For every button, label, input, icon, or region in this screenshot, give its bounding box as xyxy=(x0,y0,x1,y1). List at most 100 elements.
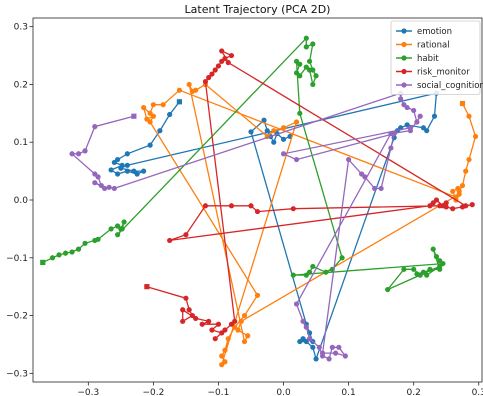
data-point xyxy=(157,128,163,134)
data-point xyxy=(401,266,407,272)
series-risk-monitor xyxy=(144,48,475,342)
data-point xyxy=(297,110,303,116)
data-point xyxy=(75,246,82,252)
data-point xyxy=(82,240,88,246)
data-point xyxy=(306,336,313,342)
data-point xyxy=(437,258,443,264)
data-point xyxy=(106,184,112,190)
data-point xyxy=(75,151,82,157)
x-tick-label: 0.0 xyxy=(276,388,291,396)
data-point xyxy=(241,312,248,319)
data-point xyxy=(414,119,420,125)
legend-marker xyxy=(401,41,407,48)
data-point xyxy=(254,208,261,215)
data-point xyxy=(319,350,326,356)
data-point xyxy=(206,74,212,81)
data-point xyxy=(147,142,153,148)
data-point xyxy=(56,252,62,258)
data-point xyxy=(469,202,475,208)
data-point xyxy=(183,295,189,301)
data-point xyxy=(209,327,215,333)
legend-marker xyxy=(401,55,407,61)
data-point xyxy=(346,156,352,163)
series-line xyxy=(109,92,438,362)
data-point xyxy=(450,206,456,212)
data-point xyxy=(437,203,443,209)
data-point xyxy=(313,73,319,79)
data-point xyxy=(121,219,127,225)
legend-item: social_cognition xyxy=(396,81,483,91)
data-point xyxy=(459,204,466,210)
data-point xyxy=(463,168,469,174)
legend-item: risk_monitor xyxy=(396,68,470,78)
data-point xyxy=(248,203,254,209)
data-point xyxy=(95,174,101,180)
data-point xyxy=(303,272,309,278)
data-point xyxy=(310,41,316,47)
series-emotion xyxy=(108,90,440,362)
data-point xyxy=(108,226,114,232)
data-point xyxy=(466,156,472,163)
start-marker xyxy=(131,113,137,119)
data-point xyxy=(219,353,225,359)
y-tick-label: −0.2 xyxy=(6,312,28,322)
data-point xyxy=(310,263,316,270)
data-point xyxy=(193,315,199,322)
data-point xyxy=(69,249,75,255)
data-point xyxy=(124,162,130,168)
data-point xyxy=(280,125,287,131)
data-point xyxy=(303,64,309,70)
data-point xyxy=(472,133,479,140)
data-point xyxy=(329,344,335,350)
data-point xyxy=(248,129,254,135)
data-point xyxy=(450,188,456,194)
x-tick-label: 0.2 xyxy=(407,388,421,396)
data-point xyxy=(293,119,300,125)
data-point xyxy=(306,58,313,64)
legend-item: habit xyxy=(396,54,439,64)
data-point xyxy=(339,255,345,261)
plot-area: −0.3 −0.2 −0.1 0.0 0.1 0.2 0.3 −0.3 −0.2 −0.1 0.0… xyxy=(6,17,483,396)
y-tick-label: 0.1 xyxy=(14,138,28,148)
data-point xyxy=(141,104,147,111)
data-point xyxy=(219,48,225,54)
data-point xyxy=(111,159,117,166)
legend-label: social_cognition xyxy=(417,81,483,91)
data-point xyxy=(293,301,300,307)
data-point xyxy=(466,113,472,119)
data-point xyxy=(303,324,309,330)
data-point xyxy=(245,333,251,339)
data-point xyxy=(202,78,209,85)
data-point xyxy=(459,182,466,189)
legend-marker xyxy=(401,68,407,75)
data-point xyxy=(118,165,124,171)
data-point xyxy=(293,70,300,76)
data-point xyxy=(456,191,462,197)
start-marker xyxy=(144,284,150,290)
data-point xyxy=(180,307,186,313)
x-tick-label: −0.3 xyxy=(77,388,99,396)
legend-item: rational xyxy=(396,41,450,51)
data-point xyxy=(167,111,173,118)
data-point xyxy=(398,96,404,102)
data-point xyxy=(183,232,189,238)
data-point xyxy=(124,168,130,174)
data-point xyxy=(241,338,248,345)
data-point xyxy=(404,104,410,111)
data-point xyxy=(62,250,69,256)
data-point xyxy=(111,185,117,192)
data-point xyxy=(215,63,222,69)
legend-label: habit xyxy=(417,54,439,64)
data-point xyxy=(108,167,114,173)
data-point xyxy=(212,336,218,342)
data-point xyxy=(261,117,267,123)
x-tick-label: −0.2 xyxy=(142,388,164,396)
series-layer xyxy=(40,35,479,368)
data-point xyxy=(316,344,322,350)
data-point xyxy=(150,102,156,108)
data-point xyxy=(114,171,121,177)
data-point xyxy=(388,145,394,151)
data-point xyxy=(264,128,270,134)
data-point xyxy=(180,318,186,324)
data-point xyxy=(300,336,306,342)
